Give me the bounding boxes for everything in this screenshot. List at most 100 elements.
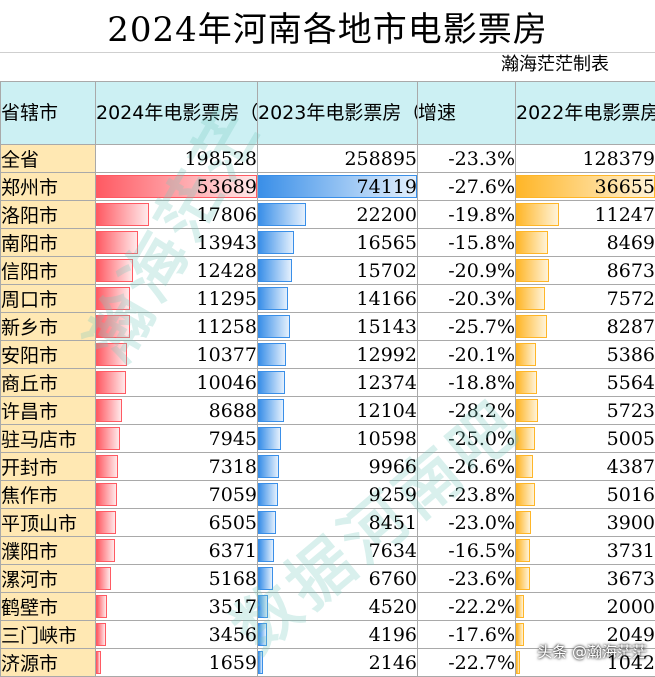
cell-value: -22.2% [448,596,515,618]
cell-rate: -28.2% [418,397,516,425]
cell-value: 2146 [369,652,417,674]
cell-value: -23.3% [448,148,515,170]
cell-rate: -20.1% [418,341,516,369]
cell-y2023: 9259 [258,481,418,509]
cell-value: 11258 [197,316,257,338]
cell-rate: -20.3% [418,285,516,313]
data-bar [516,427,535,450]
cell-y2023: 12992 [258,341,418,369]
cell-value: 郑州市 [1,177,58,199]
cell-value: 濮阳市 [1,541,58,563]
cell-y2023: 14166 [258,285,418,313]
cell-value: -28.2% [448,400,515,422]
cell-y2022: 2000 [516,593,655,621]
cell-city: 信阳市 [1,257,96,285]
cell-value: 10377 [197,344,257,366]
cell-value: 12428 [197,260,257,282]
data-bar [96,623,106,646]
cell-y2024: 10377 [96,341,258,369]
cell-value: 济源市 [1,653,58,675]
cell-city: 开封市 [1,453,96,481]
cell-city: 许昌市 [1,397,96,425]
cell-value: 平顶山市 [1,513,77,535]
box-office-table: 省辖市 2024年电影票房（万元） 2023年电影票房（万元） 增速 2022年… [0,81,655,677]
cell-value: -23.0% [448,512,515,534]
data-bar [258,399,284,422]
cell-y2024: 6505 [96,509,258,537]
cell-value: 4387 [607,456,655,478]
cell-value: 8688 [209,400,257,422]
cell-value: 南阳市 [1,233,58,255]
cell-value: 三门峡市 [1,625,77,647]
data-bar [516,203,559,226]
cell-value: 198528 [184,148,257,170]
data-bar [96,427,120,450]
cell-city: 鹤壁市 [1,593,96,621]
cell-value: 8287 [607,316,655,338]
data-bar [258,259,292,282]
cell-y2024: 53689 [96,173,258,201]
data-bar [258,595,268,618]
data-bar [258,539,274,562]
cell-y2022: 3673 [516,565,655,593]
table-row: 许昌市 8688 12104 -28.2%5723 [1,397,655,425]
cell-value: 128379 [582,148,655,170]
data-bar [96,231,138,254]
cell-value: 3517 [209,596,257,618]
header-2024: 2024年电影票房（万元） [96,82,258,145]
cell-y2022: 5723 [516,397,655,425]
cell-y2022: 5016 [516,481,655,509]
cell-value: -25.0% [448,428,515,450]
data-bar [96,315,130,338]
data-bar [96,287,130,310]
cell-y2023: 22200 [258,201,418,229]
cell-value: 5016 [607,484,655,506]
cell-y2023: 4520 [258,593,418,621]
cell-y2024: 12428 [96,257,258,285]
cell-value: 12992 [357,344,417,366]
cell-value: 5564 [607,372,655,394]
cell-value: -22.7% [448,652,515,674]
cell-value: -27.6% [448,176,515,198]
cell-value: 6760 [369,568,417,590]
cell-value: 10046 [197,372,257,394]
cell-value: 13943 [197,232,257,254]
cell-value: 15143 [357,316,417,338]
cell-city: 周口市 [1,285,96,313]
header-2023: 2023年电影票房（万元） [258,82,418,145]
cell-y2022: 8469 [516,229,655,257]
cell-value: 3456 [209,624,257,646]
cell-rate: -27.6% [418,173,516,201]
cell-rate: -16.5% [418,537,516,565]
cell-value: 12104 [357,400,417,422]
cell-y2024: 10046 [96,369,258,397]
cell-y2023: 8451 [258,509,418,537]
data-bar [96,343,127,366]
data-bar [96,595,107,618]
cell-rate: -18.8% [418,369,516,397]
cell-rate: -22.7% [418,649,516,677]
cell-y2022: 7572 [516,285,655,313]
data-bar [258,567,273,590]
cell-rate: -17.6% [418,621,516,649]
cell-y2023: 10598 [258,425,418,453]
data-bar [516,623,524,646]
cell-y2024: 1659 [96,649,258,677]
cell-value: -16.5% [448,540,515,562]
data-bar [516,595,524,618]
cell-value: 7634 [369,540,417,562]
cell-y2022: 8287 [516,313,655,341]
cell-value: -17.6% [448,624,515,646]
cell-y2022: 3900 [516,509,655,537]
cell-rate: -22.2% [418,593,516,621]
